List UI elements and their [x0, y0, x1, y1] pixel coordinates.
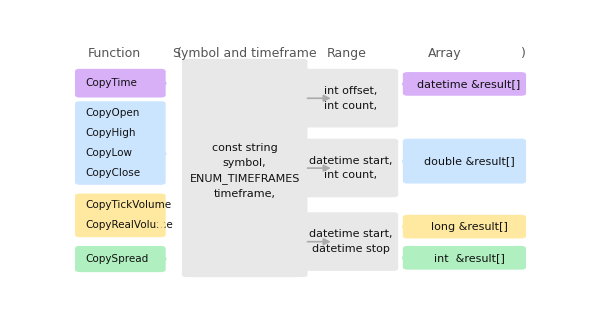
- Text: Range: Range: [327, 47, 367, 60]
- Circle shape: [402, 81, 413, 87]
- FancyBboxPatch shape: [75, 246, 166, 272]
- Text: datetime start,
int count,: datetime start, int count,: [309, 156, 392, 180]
- Text: CopyHigh: CopyHigh: [85, 128, 136, 138]
- Text: long &result[]: long &result[]: [431, 222, 508, 232]
- Text: CopyTime: CopyTime: [85, 78, 137, 88]
- Circle shape: [402, 224, 413, 230]
- Text: Function: Function: [88, 47, 141, 60]
- Circle shape: [402, 158, 413, 164]
- FancyBboxPatch shape: [403, 139, 526, 184]
- FancyBboxPatch shape: [75, 161, 166, 185]
- Circle shape: [155, 151, 167, 156]
- FancyBboxPatch shape: [403, 215, 526, 238]
- Text: CopyTickVolume: CopyTickVolume: [85, 201, 172, 210]
- FancyBboxPatch shape: [303, 69, 398, 127]
- FancyBboxPatch shape: [403, 246, 526, 270]
- Text: Symbol and timeframe: Symbol and timeframe: [173, 47, 317, 60]
- Circle shape: [155, 80, 167, 86]
- Text: const string
symbol,
ENUM_TIMEFRAMES
timeframe,: const string symbol, ENUM_TIMEFRAMES tim…: [190, 144, 300, 199]
- Text: Array: Array: [428, 47, 461, 60]
- Text: double &result[]: double &result[]: [424, 156, 514, 166]
- Text: CopyOpen: CopyOpen: [85, 108, 140, 118]
- FancyBboxPatch shape: [303, 139, 398, 197]
- Text: int  &result[]: int &result[]: [434, 253, 505, 263]
- Text: datetime &result[]: datetime &result[]: [418, 79, 521, 89]
- Text: datetime start,
datetime stop: datetime start, datetime stop: [309, 229, 392, 254]
- FancyBboxPatch shape: [75, 121, 166, 145]
- FancyBboxPatch shape: [75, 141, 166, 165]
- Text: int offset,
int count,: int offset, int count,: [324, 86, 377, 110]
- Text: CopyClose: CopyClose: [85, 168, 140, 178]
- FancyBboxPatch shape: [403, 72, 526, 96]
- FancyBboxPatch shape: [182, 59, 308, 277]
- Text: CopySpread: CopySpread: [85, 254, 148, 264]
- FancyBboxPatch shape: [75, 69, 166, 98]
- FancyBboxPatch shape: [75, 101, 166, 125]
- FancyBboxPatch shape: [303, 212, 398, 271]
- FancyBboxPatch shape: [75, 193, 166, 217]
- Text: CopyLow: CopyLow: [85, 148, 132, 158]
- FancyBboxPatch shape: [75, 214, 166, 237]
- Circle shape: [155, 222, 167, 228]
- Text: CopyRealVolume: CopyRealVolume: [85, 220, 173, 230]
- Circle shape: [402, 255, 413, 261]
- Circle shape: [155, 256, 167, 262]
- Text: (: (: [177, 47, 182, 60]
- Text: ): ): [521, 47, 526, 60]
